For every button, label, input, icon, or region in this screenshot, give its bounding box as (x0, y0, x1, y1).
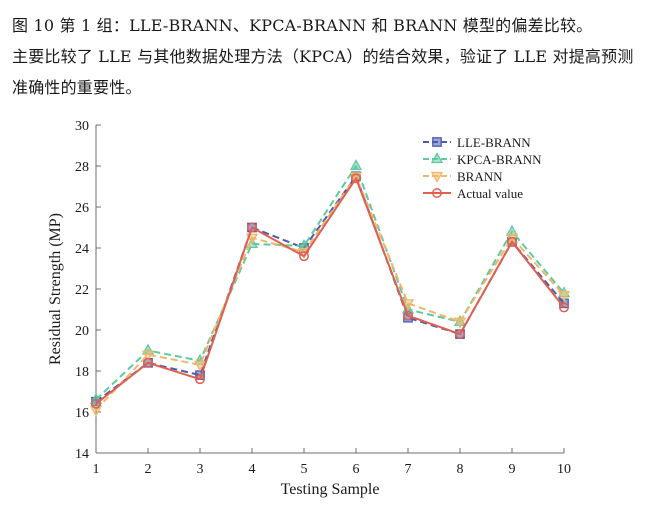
x-tick-label: 10 (557, 462, 571, 477)
y-axis-title: Residual Strength (MP) (47, 213, 64, 365)
figure-description: 主要比较了 LLE 与其他数据处理方法（KPCA）的结合效果，验证了 LLE 对… (12, 47, 634, 97)
x-axis-title: Testing Sample (281, 481, 380, 498)
x-tick-label: 9 (509, 462, 516, 477)
y-tick-label: 16 (75, 406, 89, 421)
y-tick-label: 26 (75, 201, 89, 216)
x-tick-label: 4 (249, 462, 256, 477)
data-point-3-3 (247, 222, 257, 233)
data-point-2-0 (89, 405, 103, 417)
data-point-3-2 (195, 374, 205, 385)
y-tick-label: 24 (75, 242, 89, 257)
x-tick-label: 5 (301, 462, 308, 477)
caption-block: 图 10 第 1 组：LLE-BRANN、KPCA-BRANN 和 BRANN … (12, 10, 642, 103)
data-point-2-7 (453, 317, 467, 329)
series-line-1 (95, 165, 565, 401)
legend-label-0: LLE-BRANN (457, 135, 531, 150)
y-tick-label: 18 (75, 365, 89, 380)
data-point-3-5 (351, 173, 361, 184)
legend-marker-2 (430, 171, 444, 183)
y-tick-label: 30 (75, 119, 89, 134)
legend-marker-0 (432, 137, 442, 147)
data-point-3-7 (455, 329, 465, 340)
x-tick-label: 6 (353, 462, 360, 477)
y-tick-label: 28 (75, 160, 89, 175)
x-tick-label: 3 (197, 462, 204, 477)
data-point-2-2 (193, 360, 207, 372)
data-point-3-1 (143, 357, 153, 368)
data-point-2-6 (401, 299, 415, 311)
legend-label-3: Actual value (457, 186, 523, 201)
x-tick-label: 2 (145, 462, 152, 477)
y-tick-label: 20 (75, 324, 89, 339)
data-point-3-9 (559, 302, 569, 313)
legend-label-1: KPCA-BRANN (457, 152, 542, 167)
y-tick-label: 22 (75, 283, 89, 298)
data-point-2-9 (557, 290, 571, 302)
data-point-3-8 (507, 236, 517, 247)
legend-marker-1 (430, 152, 444, 164)
data-point-3-6 (403, 310, 413, 321)
x-tick-label: 8 (457, 462, 464, 477)
legend-label-2: BRANN (457, 169, 503, 184)
data-point-1-5 (349, 159, 363, 171)
y-tick-label: 14 (75, 447, 89, 462)
data-point-3-4 (299, 251, 309, 262)
figure-caption: 图 10 第 1 组：LLE-BRANN、KPCA-BRANN 和 BRANN … (12, 16, 593, 35)
data-point-2-1 (141, 350, 155, 362)
series-line-2 (95, 175, 565, 411)
data-point-3-0 (91, 398, 101, 409)
x-tick-label: 1 (93, 462, 100, 477)
legend-marker-3 (432, 188, 442, 198)
series-line-3 (95, 177, 565, 405)
x-tick-label: 7 (405, 462, 412, 477)
